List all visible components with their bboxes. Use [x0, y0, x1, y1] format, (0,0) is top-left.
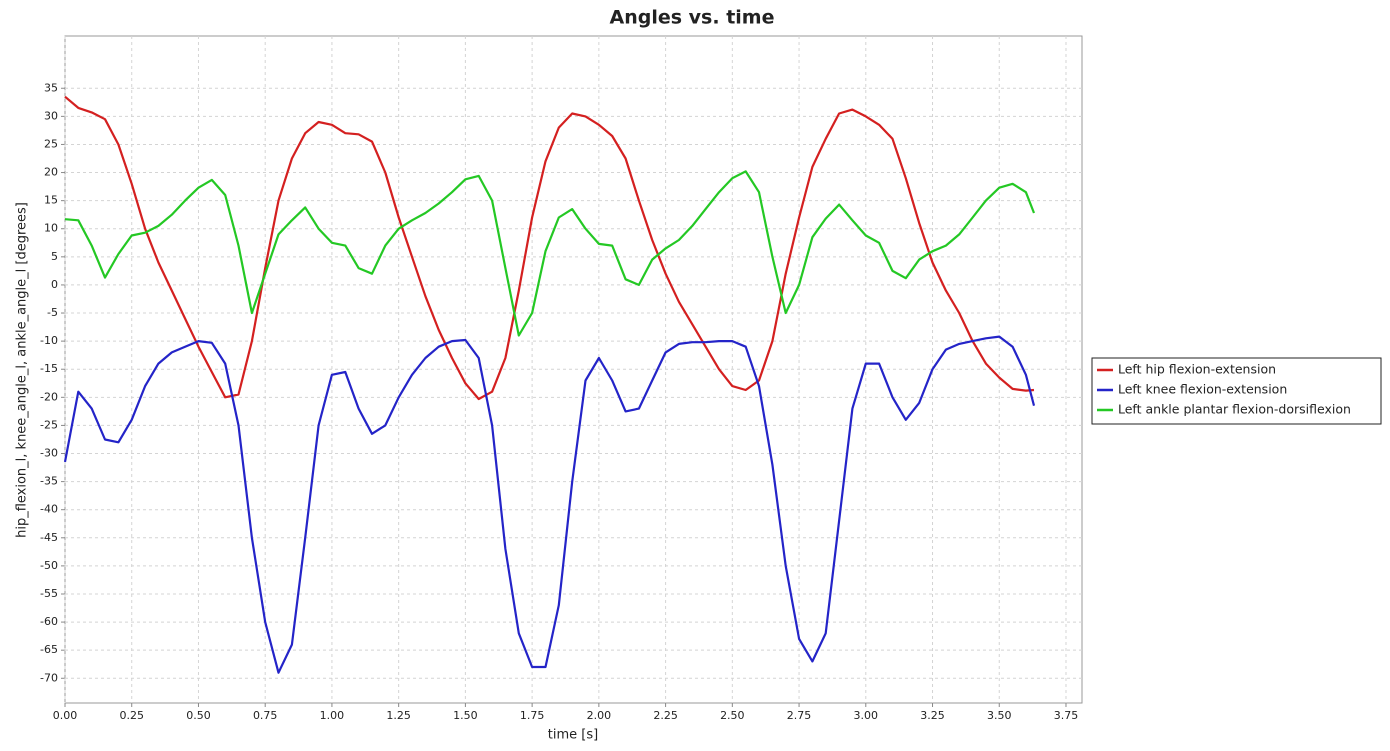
y-tick-label: -25 [40, 418, 58, 431]
y-tick-label: 15 [44, 194, 58, 207]
y-tick-label: -45 [40, 531, 58, 544]
y-tick-label: -20 [40, 390, 58, 403]
y-tick-label: -60 [40, 615, 58, 628]
x-tick-label: 3.75 [1054, 709, 1079, 722]
y-tick-label: -35 [40, 475, 58, 488]
y-tick-label: -55 [40, 587, 58, 600]
series-line [63, 335, 1036, 674]
x-tick-label: 1.50 [453, 709, 478, 722]
y-tick-label: -15 [40, 362, 58, 375]
x-axis-label: time [s] [548, 728, 598, 743]
x-tick-label: 2.00 [587, 709, 612, 722]
x-tick-label: 2.25 [653, 709, 678, 722]
y-tick-label: -65 [40, 643, 58, 656]
x-tick-label: 1.25 [386, 709, 411, 722]
x-tick-label: 2.50 [720, 709, 745, 722]
x-tick-label: 0.25 [119, 709, 144, 722]
legend-label: Left ankle plantar flexion-dorsiflexion [1118, 402, 1351, 417]
x-tick-label: 3.50 [987, 709, 1012, 722]
series-line [64, 170, 1036, 337]
x-tick-label: 1.75 [520, 709, 545, 722]
legend-label: Left hip flexion-extension [1118, 362, 1276, 377]
x-tick-label: 0.00 [53, 709, 78, 722]
y-tick-label: -40 [40, 503, 58, 516]
y-tick-label: 0 [51, 278, 58, 291]
x-tick-label: 3.00 [854, 709, 879, 722]
y-tick-label: -70 [40, 671, 58, 684]
x-tick-label: 0.50 [186, 709, 211, 722]
y-tick-label: 35 [44, 81, 58, 94]
y-tick-label: -5 [47, 306, 58, 319]
y-tick-label: 20 [44, 166, 58, 179]
x-tick-label: 0.75 [253, 709, 278, 722]
legend-label: Left knee flexion-extension [1118, 382, 1287, 397]
y-tick-label: 5 [51, 250, 58, 263]
series-line [64, 95, 1035, 401]
x-tick-label: 3.25 [920, 709, 945, 722]
y-tick-label: -10 [40, 334, 58, 347]
y-tick-label: -30 [40, 447, 58, 460]
y-tick-label: 25 [44, 137, 58, 150]
legend-box [1091, 357, 1382, 425]
x-tick-label: 1.00 [320, 709, 345, 722]
y-axis-label: hip_flexion_l, knee_angle_l, ankle_angle… [15, 202, 30, 538]
x-tick-label: 2.75 [787, 709, 812, 722]
y-tick-label: -50 [40, 559, 58, 572]
chart-title: Angles vs. time [610, 7, 775, 29]
y-tick-label: 10 [44, 222, 58, 235]
y-tick-label: 30 [44, 109, 58, 122]
